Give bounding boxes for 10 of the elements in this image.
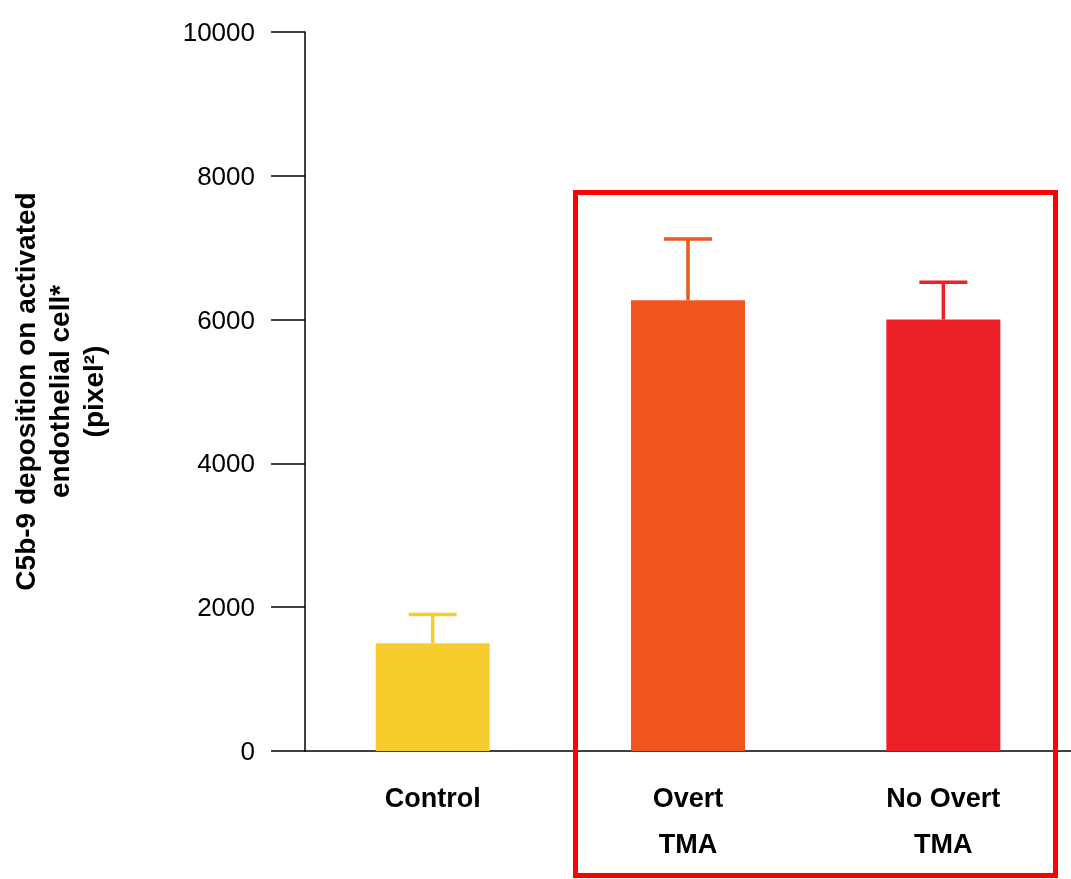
- x-tick-label: Overt TMA: [652, 783, 724, 859]
- y-tick-label: 8000: [197, 160, 255, 191]
- y-tick-label: 10000: [182, 17, 255, 47]
- x-tick-label: No Overt TMA: [886, 783, 1001, 859]
- y-axis-title: C5b-9 deposition on activated endothelial cell* (pixel²): [9, 192, 109, 591]
- x-tick-label: Control: [384, 783, 481, 813]
- y-tick-label: 4000: [197, 448, 255, 479]
- y-tick-label: 6000: [197, 304, 255, 335]
- y-tick-label: 0: [240, 736, 255, 766]
- y-tick-label: 2000: [197, 592, 255, 623]
